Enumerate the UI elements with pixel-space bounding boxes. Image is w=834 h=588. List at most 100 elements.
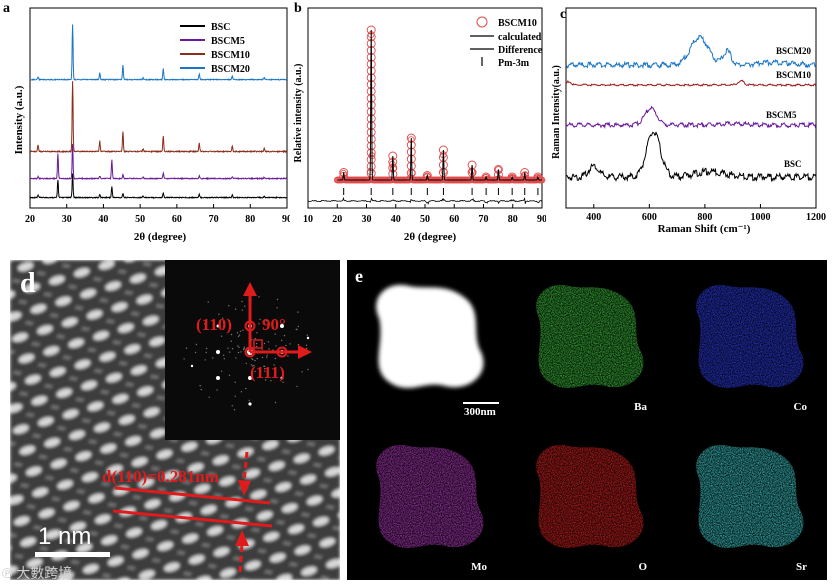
fft-noise-speck: [301, 371, 303, 373]
panel-e-letter: e: [355, 266, 363, 286]
eds-map-ba: Ba: [536, 284, 647, 413]
observed-point: [438, 168, 448, 177]
fft-noise-speck: [289, 343, 291, 345]
eds-map-label-co: Co: [794, 401, 808, 413]
watermark-logo-icon: ℗: [2, 565, 17, 581]
panel-a-xrd-chart: a Intensity (a.u.) 2θ (degree) 20 30 40 50 6…: [3, 1, 290, 243]
eds-signal-co: [696, 284, 804, 388]
fft-noise-speck: [248, 399, 250, 402]
observed-point: [366, 134, 376, 144]
observed-point: [366, 161, 376, 171]
fft-noise-speck: [183, 358, 185, 360]
observed-point: [366, 148, 376, 158]
fft-noise-speck: [256, 357, 258, 360]
difference-curve: [308, 196, 543, 205]
fft-noise-speck: [296, 328, 298, 331]
fft-noise-speck: [274, 357, 277, 360]
panel-c-xtick-label: 800: [697, 212, 712, 223]
raman-curve-bscm20: [565, 34, 817, 70]
xrd-curve-bscm20: [29, 24, 288, 82]
fft-noise-speck: [254, 370, 256, 373]
fft-noise-speck: [212, 357, 214, 359]
spacing-arrowhead-top: [238, 480, 251, 496]
fft-noise-speck: [275, 345, 277, 347]
fft-label-angle: 90°: [262, 315, 286, 334]
observed-point: [366, 114, 376, 124]
fft-noise-speck: [258, 296, 260, 298]
fft-noise-speck: [220, 335, 223, 337]
fft-noise-speck: [237, 335, 240, 338]
fft-noise-speck: [204, 359, 206, 361]
tem-scalebar-label: 1 nm: [38, 523, 91, 550]
panel-a-xtick-label: 40: [98, 214, 108, 225]
lattice-fringe-line-1: [114, 486, 271, 505]
panel-a-letter: a: [3, 1, 10, 16]
series-label-bscm10: BSCM10: [776, 70, 812, 80]
observed-point: [533, 172, 543, 182]
fft-noise-speck: [243, 348, 245, 350]
panel-b-xtick-label: 90: [537, 214, 546, 225]
fft-noise-speck: [234, 381, 236, 383]
observed-point: [520, 171, 530, 181]
panel-c-xlabel: Raman Shift (cm⁻¹): [658, 223, 751, 235]
panel-c-xtick-label: 1000: [750, 212, 770, 223]
haadf-particle-image: [376, 284, 484, 388]
fft-noise-speck: [276, 298, 279, 301]
panel-b-xtick-label: 80: [508, 214, 518, 225]
fft-noise-speck: [266, 354, 268, 356]
fft-noise-speck: [306, 347, 308, 350]
panel-a-xtick-label: 90: [282, 214, 290, 225]
fft-noise-speck: [233, 409, 236, 411]
panel-b-xlabel: 2θ (degree): [404, 231, 457, 243]
fft-noise-speck: [287, 355, 289, 357]
fft-noise-speck: [207, 301, 209, 303]
fft-noise-speck: [199, 384, 201, 387]
fft-noise-speck: [267, 341, 269, 343]
fft-noise-speck: [241, 300, 243, 303]
panel-b-xtick-label: 40: [391, 214, 401, 225]
panel-d-hrtem-image: d (110) 90° (111) d(110)=0.281nm 1 nm: [10, 260, 340, 580]
panel-b-letter: b: [294, 1, 302, 16]
panel-a-frame: [29, 7, 288, 209]
fft-noise-speck: [251, 365, 254, 367]
fft-noise-speck: [283, 321, 285, 323]
eds-map-label-mo: Mo: [471, 561, 487, 573]
fft-noise-speck: [297, 343, 300, 346]
observed-point: [339, 168, 349, 177]
fft-noise-speck: [237, 351, 240, 354]
fft-noise-speck: [296, 385, 298, 388]
fft-noise-speck: [230, 340, 232, 342]
xrd-curve-bsc: [29, 173, 288, 200]
fft-noise-speck: [297, 311, 299, 313]
fft-noise-speck: [223, 358, 225, 360]
eds-signal-mo: [376, 444, 484, 548]
fft-noise-speck: [283, 334, 286, 337]
fft-noise-speck: [203, 323, 206, 325]
fft-noise-speck: [307, 368, 309, 371]
observed-point: [366, 107, 376, 117]
eds-scalebar-label: 300nm: [464, 406, 496, 418]
legend-label-bscm20: BSCM20: [211, 64, 250, 75]
fft-noise-speck: [266, 356, 268, 358]
fft-noise-speck: [205, 351, 207, 354]
fft-noise-speck: [254, 359, 256, 362]
xrd-curve-bscm10: [29, 81, 288, 154]
eds-scalebar: [463, 402, 499, 404]
fft-noise-speck: [222, 317, 224, 319]
fft-noise-speck: [228, 374, 231, 376]
legend-label-bscm10: BSCM10: [211, 50, 250, 61]
panel-c-xtick-label: 400: [586, 212, 601, 223]
fft-noise-speck: [220, 370, 223, 372]
fft-noise-speck: [237, 345, 239, 347]
panel-b-xtick-label: 10: [303, 214, 313, 225]
panel-e-eds-maps: Ba Co Mo O Sr e 300nm: [347, 260, 827, 580]
fft-noise-speck: [273, 364, 275, 366]
fft-diffraction-spot: [306, 336, 310, 340]
fft-noise-speck: [258, 323, 260, 325]
legend-label-bscm10: BSCM10: [498, 18, 537, 29]
panel-c-frame: [565, 7, 817, 209]
fft-noise-speck: [200, 388, 202, 391]
fft-diffraction-spot: [190, 364, 194, 368]
fft-label-111: (111): [250, 363, 285, 382]
fft-noise-speck: [250, 364, 252, 366]
